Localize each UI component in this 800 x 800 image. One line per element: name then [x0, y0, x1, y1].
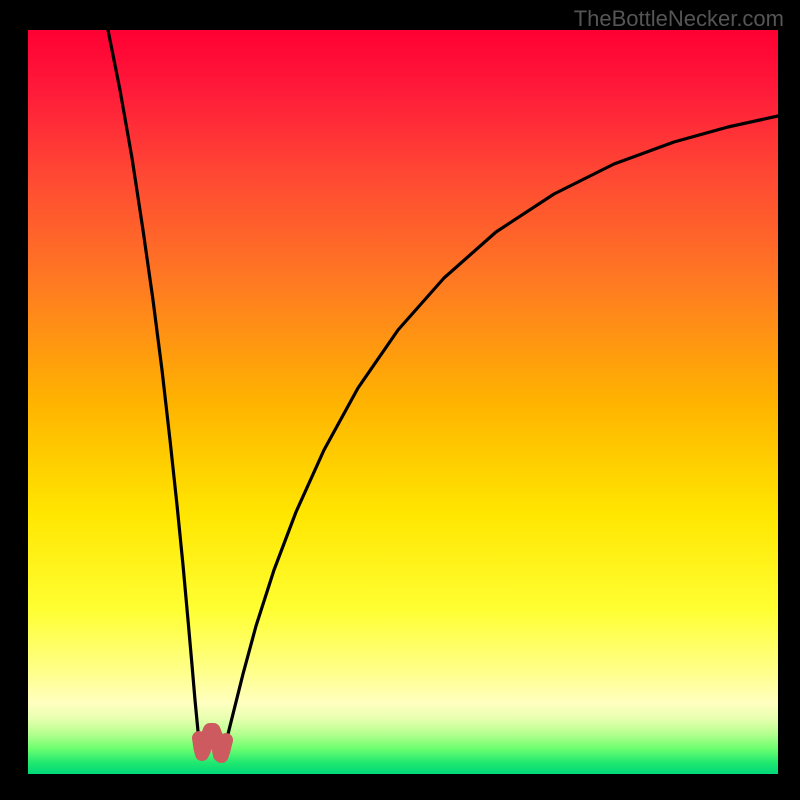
optimal-point-marker [199, 730, 226, 756]
chart-container: TheBottleNecker.com [0, 0, 800, 800]
plot-background-gradient [28, 30, 778, 774]
watermark-text: TheBottleNecker.com [574, 6, 784, 32]
chart-svg [0, 0, 800, 800]
